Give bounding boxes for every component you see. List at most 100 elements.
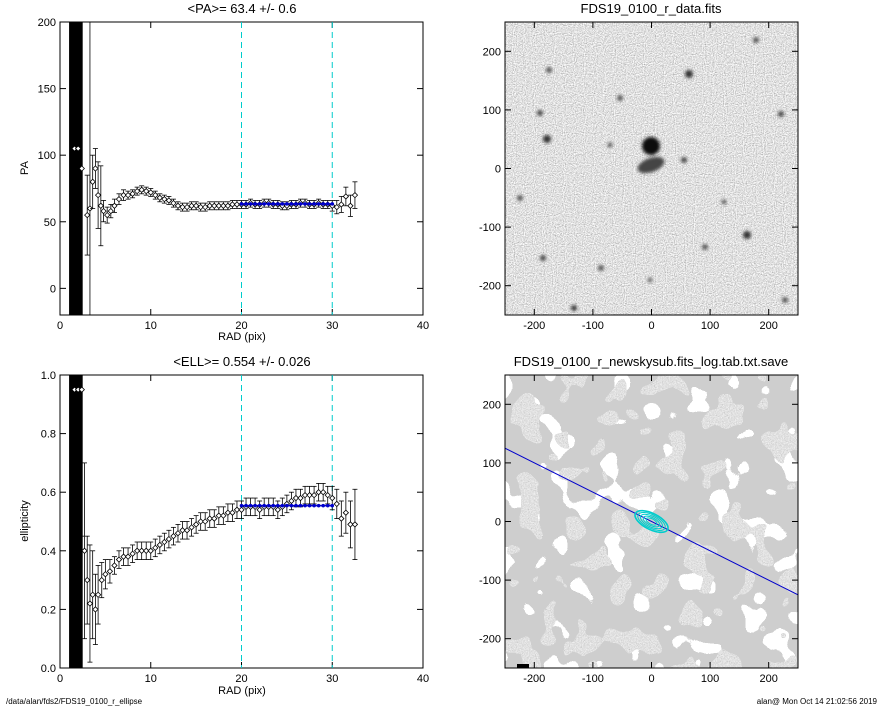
fit-point	[312, 503, 316, 508]
data-point	[84, 576, 91, 584]
y-tick-label: 0.8	[41, 429, 56, 441]
data-point	[220, 202, 227, 209]
x-tick-label: -200	[523, 320, 545, 332]
fit-point	[325, 202, 330, 206]
isophote-ellipse	[637, 512, 666, 531]
data-point	[97, 202, 105, 209]
isophote-ellipse	[640, 513, 663, 530]
data-point	[256, 506, 263, 513]
fit-point	[239, 503, 244, 508]
data-point	[92, 606, 99, 613]
pa-title: <PA>= 63.4 +/- 0.6	[188, 1, 297, 16]
y-tick-label: 0.2	[41, 604, 56, 616]
fit-point	[276, 202, 280, 206]
fit-point	[248, 503, 253, 508]
x-tick-label: 100	[701, 673, 719, 685]
fit-point	[316, 503, 321, 508]
data-point	[338, 515, 345, 522]
data-point	[78, 386, 85, 393]
data-point	[102, 571, 109, 578]
data-point	[84, 211, 91, 219]
ell-x-axis-label: RAD (pix)	[218, 685, 266, 697]
data-point	[111, 202, 118, 209]
fit-point	[285, 503, 289, 508]
fit-point	[271, 503, 276, 508]
data-point	[333, 500, 340, 508]
footer-path: /data/alan/fds2/FDS19_0100_r_ellipse	[6, 697, 143, 706]
ell-title: <ELL>= 0.554 +/- 0.026	[173, 354, 310, 369]
data-point	[78, 165, 85, 172]
data-point	[170, 199, 177, 207]
x-tick-label: 100	[701, 320, 719, 332]
fit-point	[280, 503, 285, 508]
data-point	[188, 524, 195, 531]
data-point	[100, 207, 107, 215]
data-point	[211, 202, 218, 209]
fit-point	[271, 202, 276, 206]
data-point	[161, 195, 168, 203]
data-point	[115, 556, 123, 563]
data-point	[215, 202, 222, 209]
data-point	[129, 550, 136, 557]
pa-fit-line	[239, 202, 335, 206]
fit-point	[253, 503, 257, 508]
data-image-panel: FDS19_0100_r_data.fits	[479, 1, 799, 332]
inner-unresolved-band	[69, 22, 83, 315]
data-point	[152, 191, 159, 199]
data-point	[156, 194, 163, 201]
data-point	[229, 509, 236, 516]
pa-x-axis: 0 10 20 30 40	[57, 22, 429, 332]
y-tick-label: 0	[495, 517, 501, 529]
data-point	[192, 202, 200, 209]
data-point	[238, 506, 245, 513]
data-point	[233, 201, 241, 208]
y-tick-label: 200	[38, 17, 56, 29]
y-tick-label: 150	[38, 84, 56, 96]
ell-data-points	[69, 374, 359, 668]
data-point	[347, 202, 354, 209]
edge-artifact	[517, 664, 529, 668]
isophote-ellipse	[642, 515, 661, 528]
data-point	[347, 521, 354, 528]
fit-point	[280, 202, 285, 206]
pa-y-axis-label: PA	[19, 160, 31, 175]
x-tick-label: 0	[57, 320, 63, 332]
data-point	[92, 165, 99, 172]
x-tick-label: 10	[145, 320, 157, 332]
data-point	[279, 202, 286, 209]
data-point	[111, 562, 118, 569]
isophote-ellipse	[645, 517, 658, 526]
y-tick-label: 200	[483, 46, 501, 58]
y-tick-label: -100	[479, 575, 501, 587]
data-point	[220, 512, 227, 519]
ell-x-axis: 0 10 20 30 40	[57, 375, 429, 685]
data-point	[81, 547, 88, 554]
data-point	[288, 497, 295, 505]
data-point	[165, 197, 173, 204]
fit-point	[285, 202, 289, 206]
data-point	[179, 203, 186, 211]
data-point	[165, 535, 173, 543]
x-tick-label: 40	[417, 673, 429, 685]
data-point	[310, 491, 318, 499]
fit-point	[289, 202, 294, 206]
data-point	[161, 538, 168, 546]
fit-point	[257, 202, 262, 206]
y-tick-label: 0	[50, 283, 56, 295]
fit-point	[253, 202, 257, 206]
fit-point	[303, 202, 307, 206]
skysub-image-panel: FDS19_0100_r_newskysub.fits_log.tab.txt.…	[479, 354, 799, 685]
x-tick-label: 10	[145, 673, 157, 685]
data-point	[170, 532, 177, 540]
fit-point	[316, 202, 321, 206]
fit-point	[330, 503, 335, 508]
skysub-image-title: FDS19_0100_r_newskysub.fits_log.tab.txt.…	[514, 354, 789, 369]
fit-point	[266, 202, 271, 206]
data-point	[174, 202, 182, 209]
fit-point	[244, 503, 248, 508]
x-tick-label: -100	[582, 673, 604, 685]
y-tick-label: 100	[38, 150, 56, 162]
skysub-image-axes: -200 -100 0 100 200 -200 -100 0 100 200	[479, 375, 798, 685]
fit-point	[257, 503, 262, 508]
galaxy-core	[642, 137, 660, 155]
